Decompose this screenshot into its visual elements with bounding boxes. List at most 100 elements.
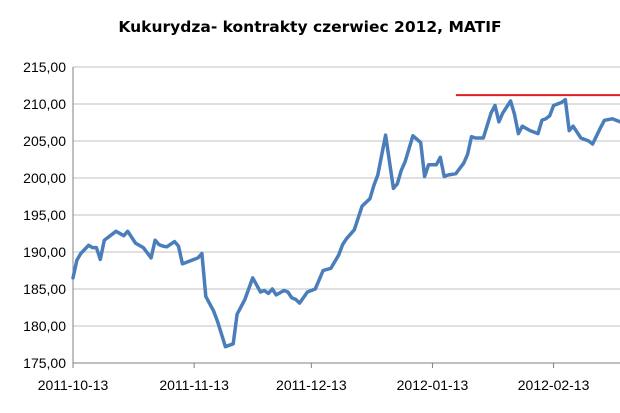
data-point xyxy=(553,105,555,106)
data-point xyxy=(580,137,582,139)
data-point xyxy=(213,310,215,312)
data-point xyxy=(502,112,504,114)
data-point xyxy=(510,100,512,102)
data-point xyxy=(158,244,160,246)
data-point xyxy=(154,239,156,241)
data-point xyxy=(611,118,613,120)
data-point xyxy=(189,260,191,262)
data-point xyxy=(88,244,90,246)
data-point xyxy=(80,253,82,254)
data-point xyxy=(474,137,476,139)
x-tick-label: 2012-01-13 xyxy=(397,377,469,393)
data-point xyxy=(295,298,297,300)
data-point xyxy=(353,229,355,231)
data-point xyxy=(521,125,523,127)
data-point xyxy=(560,102,562,103)
data-point xyxy=(439,156,441,158)
series-line xyxy=(71,97,620,349)
data-point xyxy=(181,263,183,265)
data-point xyxy=(568,130,570,132)
data-point xyxy=(72,277,74,279)
data-point xyxy=(463,162,465,164)
data-point xyxy=(224,346,226,348)
x-tick-label: 2011-12-13 xyxy=(276,377,347,393)
data-point xyxy=(377,174,379,176)
data-point xyxy=(592,143,594,145)
data-point xyxy=(263,290,265,291)
data-point xyxy=(240,306,242,308)
data-point xyxy=(150,257,152,259)
data-point xyxy=(588,140,590,142)
data-point xyxy=(330,267,332,269)
data-point xyxy=(494,105,496,106)
data-point xyxy=(471,136,472,138)
data-point xyxy=(291,297,293,299)
data-point xyxy=(412,135,414,137)
data-point xyxy=(338,254,340,256)
data-point xyxy=(236,313,238,315)
data-point xyxy=(420,142,422,143)
data-point xyxy=(252,277,254,279)
data-point xyxy=(369,198,371,200)
data-point xyxy=(443,176,445,177)
data-point xyxy=(260,291,261,293)
data-points xyxy=(72,99,620,348)
data-point xyxy=(306,291,308,293)
y-axis-tick-labels: 175,00 180,00 185,00 190,00 195,00 200,00 205,… xyxy=(23,59,66,371)
data-point xyxy=(400,170,402,172)
data-point xyxy=(322,270,324,271)
data-point xyxy=(435,164,437,166)
data-point xyxy=(142,247,144,249)
data-point xyxy=(549,115,551,117)
data-point xyxy=(342,244,344,246)
data-point xyxy=(275,294,277,296)
data-point xyxy=(373,184,375,186)
data-point xyxy=(271,288,273,290)
x-tick-label: 2012-02-13 xyxy=(518,377,590,393)
data-point xyxy=(482,137,484,139)
data-point xyxy=(517,133,519,135)
data-point xyxy=(123,235,125,237)
data-point xyxy=(185,261,187,263)
data-point xyxy=(174,241,176,243)
y-tick-label: 205,00 xyxy=(23,133,66,149)
data-point xyxy=(197,257,199,259)
data-point xyxy=(318,279,320,281)
data-point xyxy=(385,134,387,136)
y-tick-label: 215,00 xyxy=(23,59,66,75)
data-point xyxy=(424,176,426,177)
data-point xyxy=(217,321,219,323)
data-point xyxy=(205,295,207,297)
data-point xyxy=(572,125,574,127)
data-point xyxy=(537,133,539,135)
data-point xyxy=(135,242,136,244)
data-point xyxy=(346,238,347,240)
data-point xyxy=(103,239,105,241)
data-point xyxy=(428,164,430,166)
data-point xyxy=(529,130,531,132)
data-point xyxy=(396,183,398,185)
data-point xyxy=(283,290,285,291)
data-point xyxy=(600,127,601,129)
data-point xyxy=(166,246,168,248)
data-point xyxy=(545,118,547,120)
data-point xyxy=(564,99,566,101)
data-point xyxy=(95,247,97,249)
data-point xyxy=(92,247,93,249)
y-tick-label: 195,00 xyxy=(23,207,66,223)
x-axis-tick-labels: 2011-10-13 2011-11-13 2011-12-13 2012-01-13… xyxy=(38,363,590,393)
y-tick-label: 200,00 xyxy=(23,170,66,186)
data-point xyxy=(498,121,500,123)
data-point xyxy=(244,298,246,300)
data-point xyxy=(267,292,269,294)
y-tick-label: 185,00 xyxy=(23,281,66,297)
data-point xyxy=(131,236,133,238)
data-point xyxy=(76,259,78,261)
grid-lines xyxy=(72,66,620,364)
data-point xyxy=(447,174,449,176)
data-point xyxy=(361,205,363,207)
data-point xyxy=(99,258,101,260)
data-point xyxy=(299,302,301,304)
data-point xyxy=(314,288,316,290)
